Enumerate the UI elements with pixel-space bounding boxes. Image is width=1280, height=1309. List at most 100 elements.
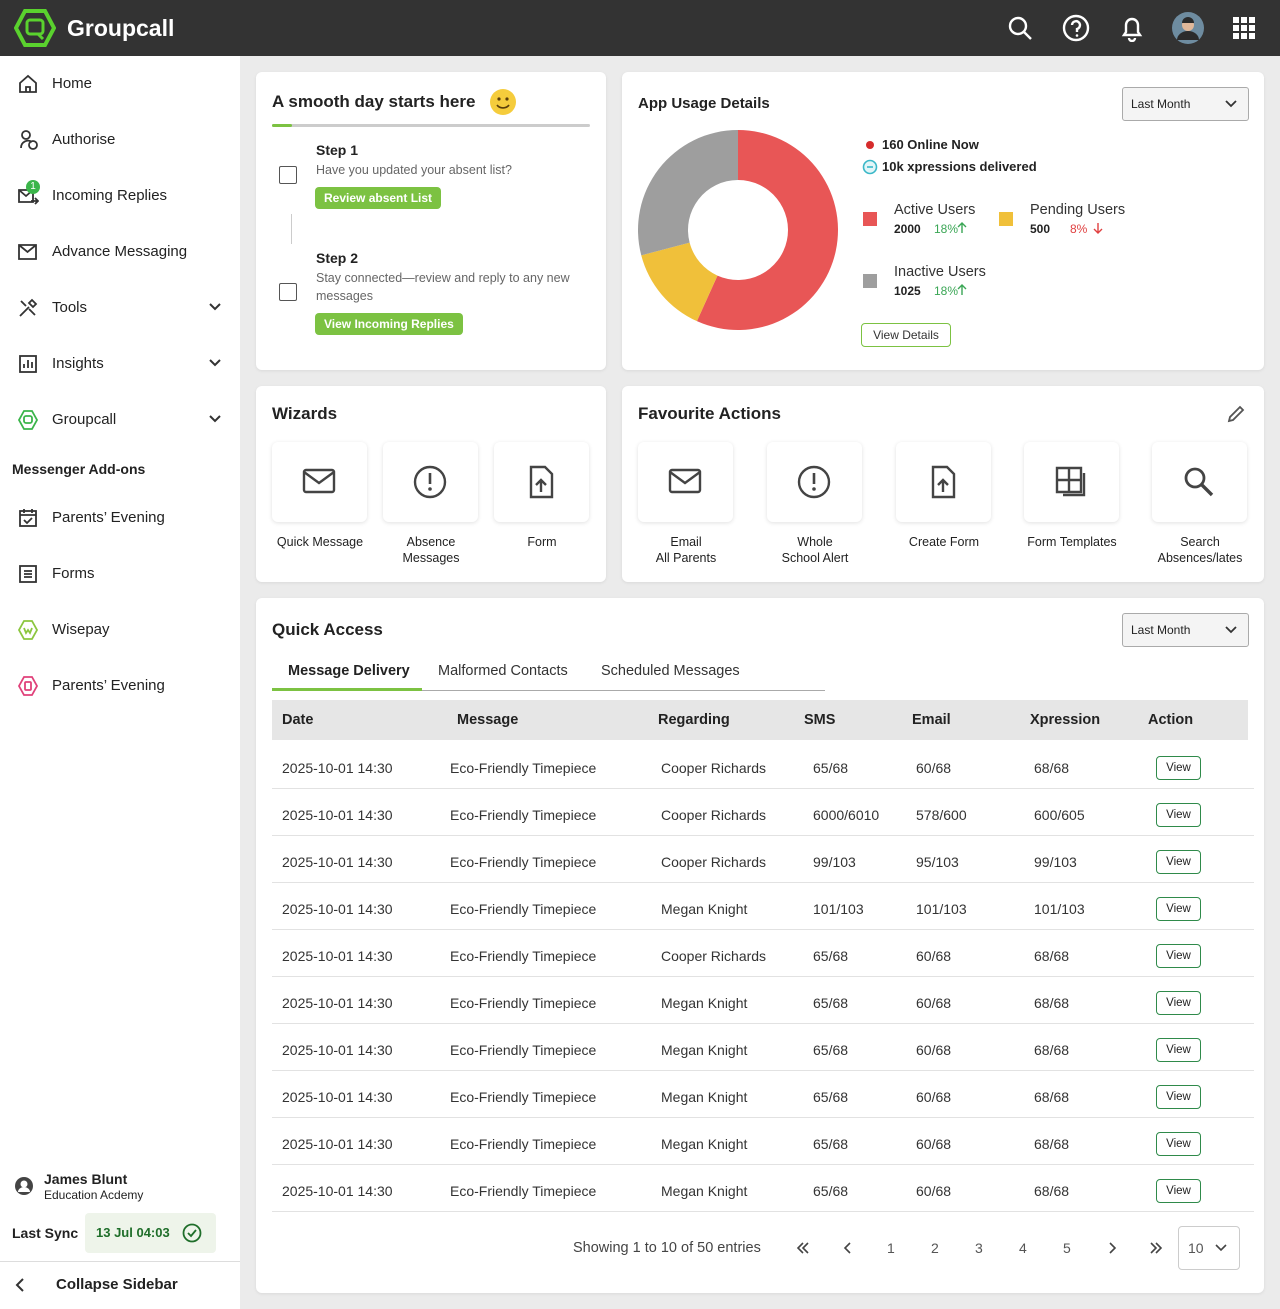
nav-icon [17,410,39,430]
online-dot [866,141,874,149]
view-button[interactable]: View [1156,756,1201,780]
icon-path [1215,1244,1227,1252]
expand-chevron[interactable] [208,358,222,368]
table-cell: 68/68 [1034,1136,1070,1152]
last-page[interactable] [1149,1242,1163,1254]
step-checkbox[interactable] [279,166,297,184]
table-cell: Eco-Friendly Timepiece [450,1183,597,1199]
icon-rect [1233,33,1239,39]
addon-icon [19,509,37,527]
table-cell: 6000/6010 [813,807,880,823]
icon-path [1121,17,1143,37]
expand-chevron[interactable] [208,414,222,424]
icon-path [1177,31,1199,40]
action-tile[interactable] [1024,442,1119,522]
page-number[interactable]: 5 [1063,1240,1071,1256]
tab[interactable]: Malformed Contacts [438,663,568,679]
icon-circle [413,465,447,499]
pagination-summary: Showing 1 to 10 of 50 entries [573,1240,761,1256]
row-divider [272,835,1254,836]
view-button[interactable]: View [1156,897,1201,921]
page-size-select[interactable] [1178,1226,1240,1270]
page-number[interactable]: 4 [1019,1240,1027,1256]
addon-icon [17,676,39,696]
icon-circle [28,140,38,150]
step-button[interactable]: Review absent List [315,187,442,209]
view-button[interactable]: View [1156,944,1201,968]
icon-rect [1241,17,1247,23]
tab[interactable]: Message Delivery [288,663,410,679]
icon-path [535,478,547,492]
tab-indicator [272,688,422,691]
legend-value: 500 [1030,222,1051,236]
table-cell: Cooper Richards [661,760,767,776]
page-number[interactable]: 3 [975,1240,983,1256]
icon-path [14,9,56,47]
notifications-icon[interactable] [1118,14,1146,42]
row-divider [272,1211,1254,1212]
expand-chevron[interactable] [208,302,222,312]
tile-label: Absence Messages [402,535,460,565]
icon-circle [21,130,31,140]
view-button[interactable]: View [1156,1132,1201,1156]
icon-path [36,32,45,41]
view-button[interactable]: View [1156,1179,1201,1203]
online-now: 160 Online Now [882,137,979,152]
search-icon[interactable] [1006,14,1034,42]
step-button[interactable]: View Incoming Replies [315,313,463,335]
view-button[interactable]: View [1156,1085,1201,1109]
donut-segment [696,130,838,330]
nav-icon [20,130,38,150]
table-cell: Megan Knight [661,1183,748,1199]
top-bar [0,0,1280,56]
step-checkbox[interactable] [279,283,297,301]
table-cell: 65/68 [813,995,849,1011]
page-number[interactable]: 1 [887,1240,895,1256]
icon-path [669,471,701,485]
action-tile[interactable] [1152,442,1247,522]
edit-icon[interactable] [1226,404,1246,424]
icon-path [23,627,33,635]
row-divider [272,1164,1254,1165]
legend-change: 18% [934,222,959,236]
table-cell: 99/103 [1034,854,1077,870]
tab[interactable]: Scheduled Messages [601,663,740,679]
previous-page[interactable] [842,1242,856,1254]
next-page[interactable] [1106,1242,1120,1254]
legend-name: Pending Users [1030,202,1126,218]
avatar[interactable] [1172,12,1204,44]
icon-circle [490,89,516,115]
apps-icon[interactable] [1232,16,1256,40]
legend-value: 1025 [894,284,921,298]
page-size: 10 [1188,1240,1204,1256]
view-button[interactable]: View [1156,803,1201,827]
view-details-button[interactable]: View Details [861,323,951,347]
tile-label: Search Absences/lates [1157,535,1243,565]
first-page[interactable] [796,1242,810,1254]
icon-circle [505,97,509,101]
icon-path [20,509,36,525]
addon-label: Forms [52,565,95,582]
icon-path [1227,405,1245,423]
icon-path [957,284,967,295]
table-cell: 60/68 [916,1183,952,1199]
legend-name: Active Users [894,202,976,218]
table-cell: 65/68 [813,1089,849,1105]
table-cell: Eco-Friendly Timepiece [450,1136,597,1152]
collapse-icon[interactable] [14,1277,26,1293]
help-icon[interactable] [1062,14,1090,42]
icon-path [23,360,33,368]
tile-icon [413,465,447,499]
table-cell: 2025-10-01 14:30 [282,995,393,1011]
legend-change: 18% [934,284,959,298]
addon-icon [17,620,39,640]
view-button[interactable]: View [1156,850,1201,874]
tile-icon [302,468,336,494]
collapse-sidebar[interactable]: Collapse Sidebar [56,1276,178,1293]
table-cell: 2025-10-01 14:30 [282,901,393,917]
legend-swatch [863,274,877,288]
page-number[interactable]: 2 [931,1240,939,1256]
view-button[interactable]: View [1156,991,1201,1015]
icon-path [1127,37,1137,42]
view-button[interactable]: View [1156,1038,1201,1062]
